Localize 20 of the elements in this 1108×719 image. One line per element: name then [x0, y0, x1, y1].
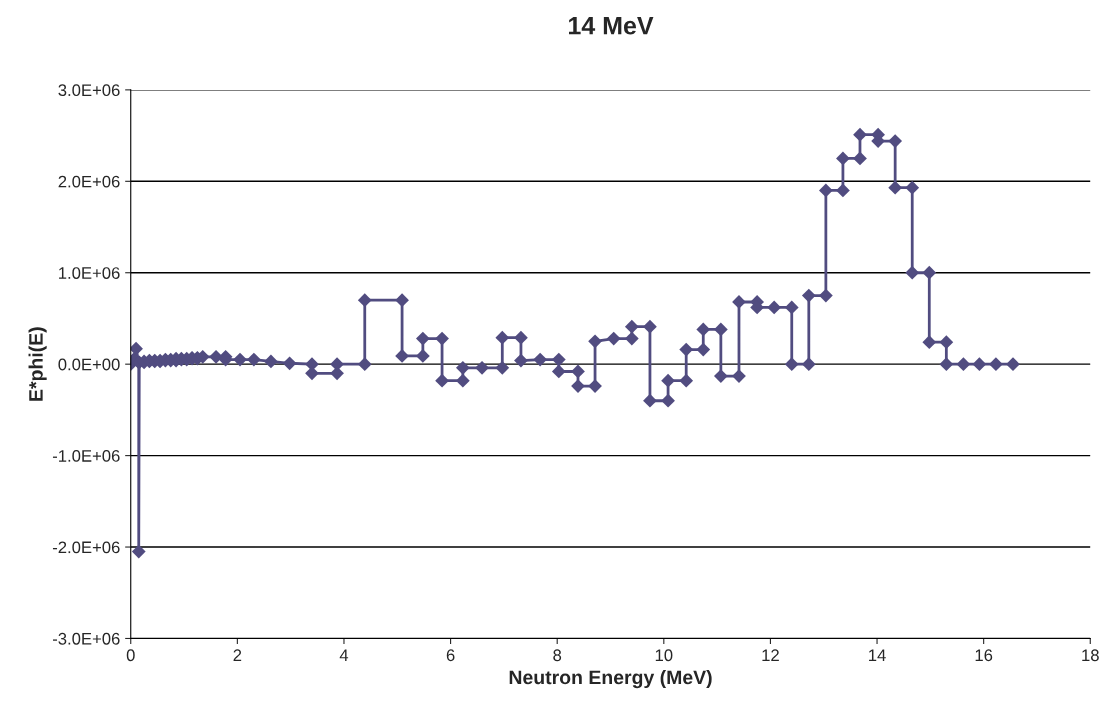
y-tick-label: 0.0E+00	[58, 358, 120, 371]
x-tick-label: 16	[975, 649, 993, 662]
x-tick-label: 10	[655, 649, 673, 662]
chart-title: 14 MeV	[569, 17, 654, 35]
y-axis-title: E*phi(E)	[28, 327, 47, 401]
x-tick-label: 0	[126, 649, 135, 662]
x-tick-label: 14	[869, 649, 886, 661]
x-tick-label: 18	[1082, 649, 1099, 662]
x-tick-label: 4	[339, 649, 349, 661]
y-tick-label: 1.0E+06	[59, 267, 120, 279]
y-tick-label: 3.0E+06	[58, 84, 120, 97]
y-tick-label: -3.0E+06	[52, 632, 120, 645]
x-tick-label: 12	[762, 649, 779, 661]
x-tick-label: 2	[233, 649, 242, 661]
x-axis-title: Neutron Energy (MeV)	[509, 669, 712, 689]
y-tick-label: -2.0E+06	[52, 541, 120, 554]
x-tick-label: 8	[553, 649, 562, 662]
y-tick-label: -1.0E+06	[52, 450, 120, 462]
x-tick-label: 6	[446, 649, 455, 662]
y-tick-label: 2.0E+06	[58, 175, 120, 188]
